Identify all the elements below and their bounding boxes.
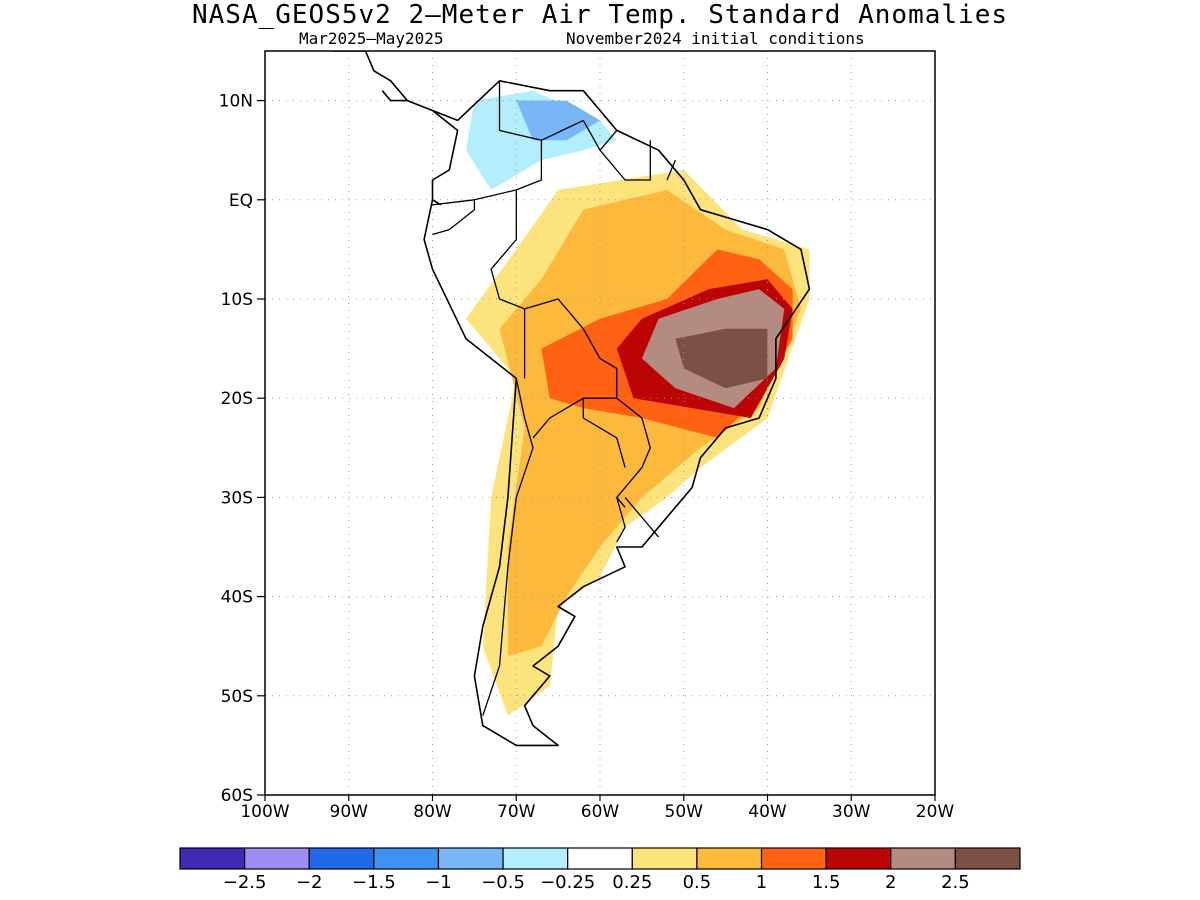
map-title: NASA_GEOS5v2 2—Meter Air Temp. Standard …: [191, 0, 1008, 30]
anomaly-shading: [466, 90, 810, 716]
lat-label-7: 60S: [221, 786, 253, 806]
colorbar: −2.5 −2 −1.5 −1 −0.5 −0.25 0.25 0.5 1 1.5 2 2.5: [179, 847, 1021, 893]
anomaly-region-5: [675, 328, 768, 389]
colorbar-swatch-1: [244, 847, 310, 870]
lon-label-2: 80W: [413, 802, 452, 822]
coastline-0: [423, 80, 811, 747]
colorbar-label-1: −2: [296, 872, 323, 893]
colorbar-label-6: 0.25: [612, 872, 652, 893]
lat-label-6: 50S: [221, 687, 253, 707]
lon-label-1: 90W: [330, 802, 369, 822]
country-borders: [432, 80, 676, 716]
lon-label-5: 50W: [665, 802, 704, 822]
lon-label-3: 70W: [497, 802, 536, 822]
border-11: [624, 496, 660, 538]
colorbar-label-10: 2: [885, 872, 896, 893]
initial-conditions: November2024 initial conditions: [566, 29, 865, 48]
lat-label-2: 10S: [221, 290, 253, 310]
colorbar-swatch-10: [825, 847, 892, 870]
lat-label-3: 20S: [221, 389, 253, 409]
forecast-period: Mar2025—May2025: [299, 29, 444, 48]
lon-label-8: 20W: [916, 802, 955, 822]
colorbar-swatch-8: [696, 847, 763, 870]
colorbar-swatch-12: [954, 847, 1021, 870]
longitude-axis: 100W 90W 80W 70W 60W 50W 40W 30W 20W: [240, 795, 954, 822]
colorbar-swatch-7: [631, 847, 698, 870]
border-2: [599, 140, 651, 181]
latitude-axis: 10N EQ 10S 20S 30S 40S 50S 60S: [219, 92, 265, 806]
colorbar-label-7: 0.5: [683, 872, 712, 893]
colorbar-label-2: −1.5: [352, 872, 396, 893]
lat-label-1: EQ: [229, 191, 253, 211]
colorbar-swatch-3: [373, 847, 440, 870]
lat-label-5: 40S: [221, 588, 253, 608]
coastline-2: [381, 90, 408, 102]
colorbar-label-9: 1.5: [812, 872, 841, 893]
lon-label-6: 40W: [748, 802, 787, 822]
border-0: [490, 80, 651, 508]
colorbar-label-11: 2.5: [941, 872, 970, 893]
colorbar-swatch-11: [890, 847, 956, 870]
border-3: [666, 159, 676, 181]
border-9: [582, 397, 626, 468]
gridlines: [265, 51, 935, 795]
coastline-1: [332, 51, 433, 112]
lat-label-4: 30S: [221, 488, 253, 508]
colorbar-swatch-0: [179, 847, 246, 870]
lon-label-7: 30W: [832, 802, 871, 822]
colorbar-swatch-9: [760, 847, 827, 870]
anomaly-region-7: [516, 100, 600, 141]
border-8: [532, 397, 584, 439]
lon-label-4: 60W: [581, 802, 620, 822]
colorbar-label-4: −0.5: [481, 872, 525, 893]
colorbar-label-8: 1: [756, 872, 767, 893]
border-1: [541, 119, 618, 151]
colorbar-label-0: −2.5: [223, 872, 267, 893]
colorbar-label-3: −1: [425, 872, 452, 893]
colorbar-swatch-2: [308, 847, 375, 870]
lon-label-0: 100W: [240, 802, 289, 822]
border-10: [616, 497, 626, 543]
border-5: [432, 199, 476, 236]
lat-label-0: 10N: [219, 92, 253, 112]
colorbar-swatch-5: [502, 847, 569, 870]
colorbar-swatch-4: [437, 847, 504, 870]
border-6: [482, 378, 534, 716]
colorbar-label-5: −0.25: [540, 872, 595, 893]
colorbar-swatch-6: [567, 847, 633, 870]
